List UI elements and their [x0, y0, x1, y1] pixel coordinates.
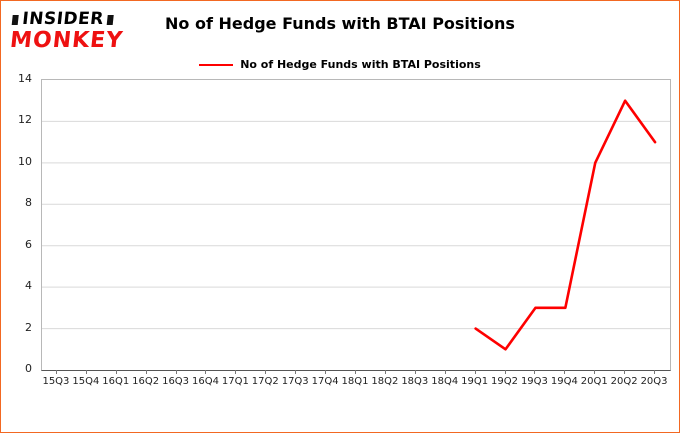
x-tick-label: 17Q2 — [251, 376, 279, 387]
x-tick-label: 17Q1 — [221, 376, 249, 387]
legend-line-icon — [199, 63, 234, 66]
x-tick-mark — [145, 370, 147, 374]
x-tick-mark — [325, 370, 327, 374]
x-tick-label: 20Q2 — [610, 376, 638, 387]
x-tick-mark — [654, 370, 656, 374]
x-tick-label: 19Q3 — [520, 376, 548, 387]
x-tick-label: 18Q2 — [371, 376, 399, 387]
x-tick-mark — [205, 370, 207, 374]
x-tick-mark — [594, 370, 596, 374]
x-tick-label: 19Q1 — [461, 376, 489, 387]
y-tick-label: 14 — [18, 72, 32, 85]
x-tick-label: 19Q4 — [550, 376, 578, 387]
y-axis-labels: 0 2 4 6 8 10 12 14 — [1, 72, 37, 375]
chart-title: No of Hedge Funds with BTAI Positions — [165, 14, 515, 33]
x-axis-labels: 15Q3 15Q4 16Q1 16Q2 16Q3 16Q4 17Q1 17Q2 17Q3 17Q4… — [41, 370, 669, 392]
x-tick-mark — [474, 370, 476, 374]
legend-label: No of Hedge Funds with BTAI Positions — [240, 58, 481, 71]
x-tick-mark — [624, 370, 626, 374]
x-tick-label: 17Q3 — [281, 376, 309, 387]
x-tick-mark — [265, 370, 267, 374]
y-tick-label: 2 — [25, 320, 32, 334]
legend: No of Hedge Funds with BTAI Positions — [1, 58, 679, 71]
y-tick-label: 8 — [25, 196, 32, 210]
x-tick-label: 15Q3 — [42, 376, 70, 387]
x-tick-mark — [355, 370, 356, 374]
x-tick-mark — [414, 370, 416, 374]
x-tick-label: 16Q4 — [191, 376, 219, 387]
x-tick-label: 15Q4 — [72, 376, 100, 387]
y-tick-label: 12 — [18, 113, 32, 127]
y-tick-label: 0 — [25, 362, 32, 375]
x-tick-mark — [444, 370, 446, 374]
x-tick-mark — [235, 370, 237, 374]
x-tick-mark — [55, 370, 57, 374]
x-tick-label: 17Q4 — [311, 376, 339, 387]
x-tick-mark — [534, 370, 536, 374]
x-tick-label: 18Q3 — [401, 376, 429, 387]
y-tick-label: 4 — [25, 279, 32, 293]
plot-area — [41, 79, 671, 371]
x-tick-mark — [564, 370, 566, 374]
x-tick-label: 19Q2 — [491, 376, 518, 387]
y-tick-label: 6 — [25, 237, 32, 251]
y-tick-label: 10 — [18, 154, 32, 168]
x-tick-label: 16Q2 — [132, 376, 160, 387]
x-tick-label: 20Q1 — [580, 376, 608, 387]
x-tick-label: 18Q4 — [431, 376, 459, 387]
series-line — [474, 99, 657, 351]
x-tick-mark — [175, 370, 177, 374]
x-tick-label: 16Q3 — [162, 376, 190, 387]
x-tick-mark — [115, 370, 117, 374]
x-tick-mark — [295, 370, 297, 374]
chart-canvas — [42, 99, 670, 351]
x-tick-label: 16Q1 — [102, 376, 130, 387]
x-tick-mark — [504, 370, 506, 374]
x-tick-mark — [85, 370, 87, 374]
x-tick-mark — [384, 370, 386, 374]
x-tick-label: 20Q3 — [640, 376, 668, 387]
x-tick-label: 18Q1 — [341, 376, 369, 387]
